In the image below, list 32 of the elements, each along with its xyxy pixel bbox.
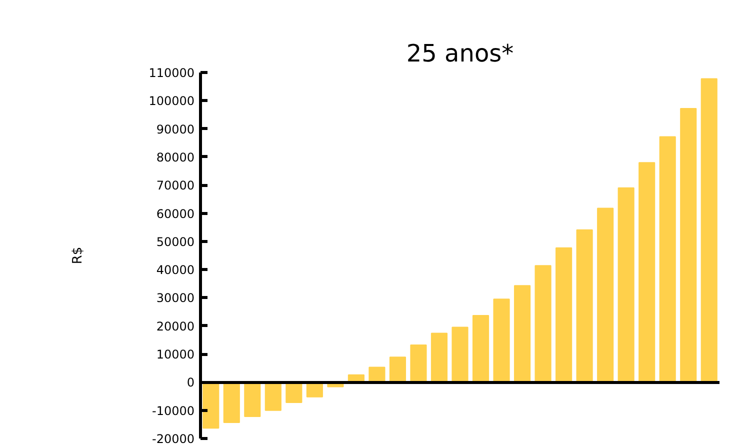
bar (556, 247, 572, 383)
y-tick-label: -20000 (152, 432, 195, 446)
bar (430, 332, 448, 383)
y-tick-label: 90000 (156, 122, 195, 136)
bar (493, 298, 510, 383)
y-tick-label: 40000 (156, 263, 195, 278)
y-tick-label: 0 (186, 376, 195, 390)
y-tick-label: 100000 (148, 94, 195, 108)
y-tick-label: 70000 (156, 178, 195, 193)
y-tick-label: 60000 (156, 206, 195, 221)
y-axis-title: R$ (70, 246, 86, 264)
bar (659, 136, 676, 383)
bar (472, 314, 490, 383)
y-tick-label: -10000 (152, 404, 195, 418)
y-tick-label: 50000 (156, 234, 195, 249)
y-tick-label: 30000 (156, 291, 195, 306)
bar (680, 108, 697, 383)
chart-title: 25 anos* (406, 40, 514, 68)
bar (576, 229, 593, 383)
bar (597, 208, 614, 383)
y-tick-label: 20000 (156, 319, 195, 334)
bar (514, 285, 531, 383)
y-tick-label: 110000 (148, 66, 195, 80)
y-tick-label: 80000 (156, 150, 195, 164)
y-tick-label: 10000 (156, 348, 195, 362)
bar (452, 326, 468, 383)
bar (410, 344, 427, 383)
bar (618, 187, 634, 383)
bar (534, 265, 552, 383)
bar (638, 162, 656, 383)
bar (389, 356, 406, 383)
bar (700, 78, 718, 383)
